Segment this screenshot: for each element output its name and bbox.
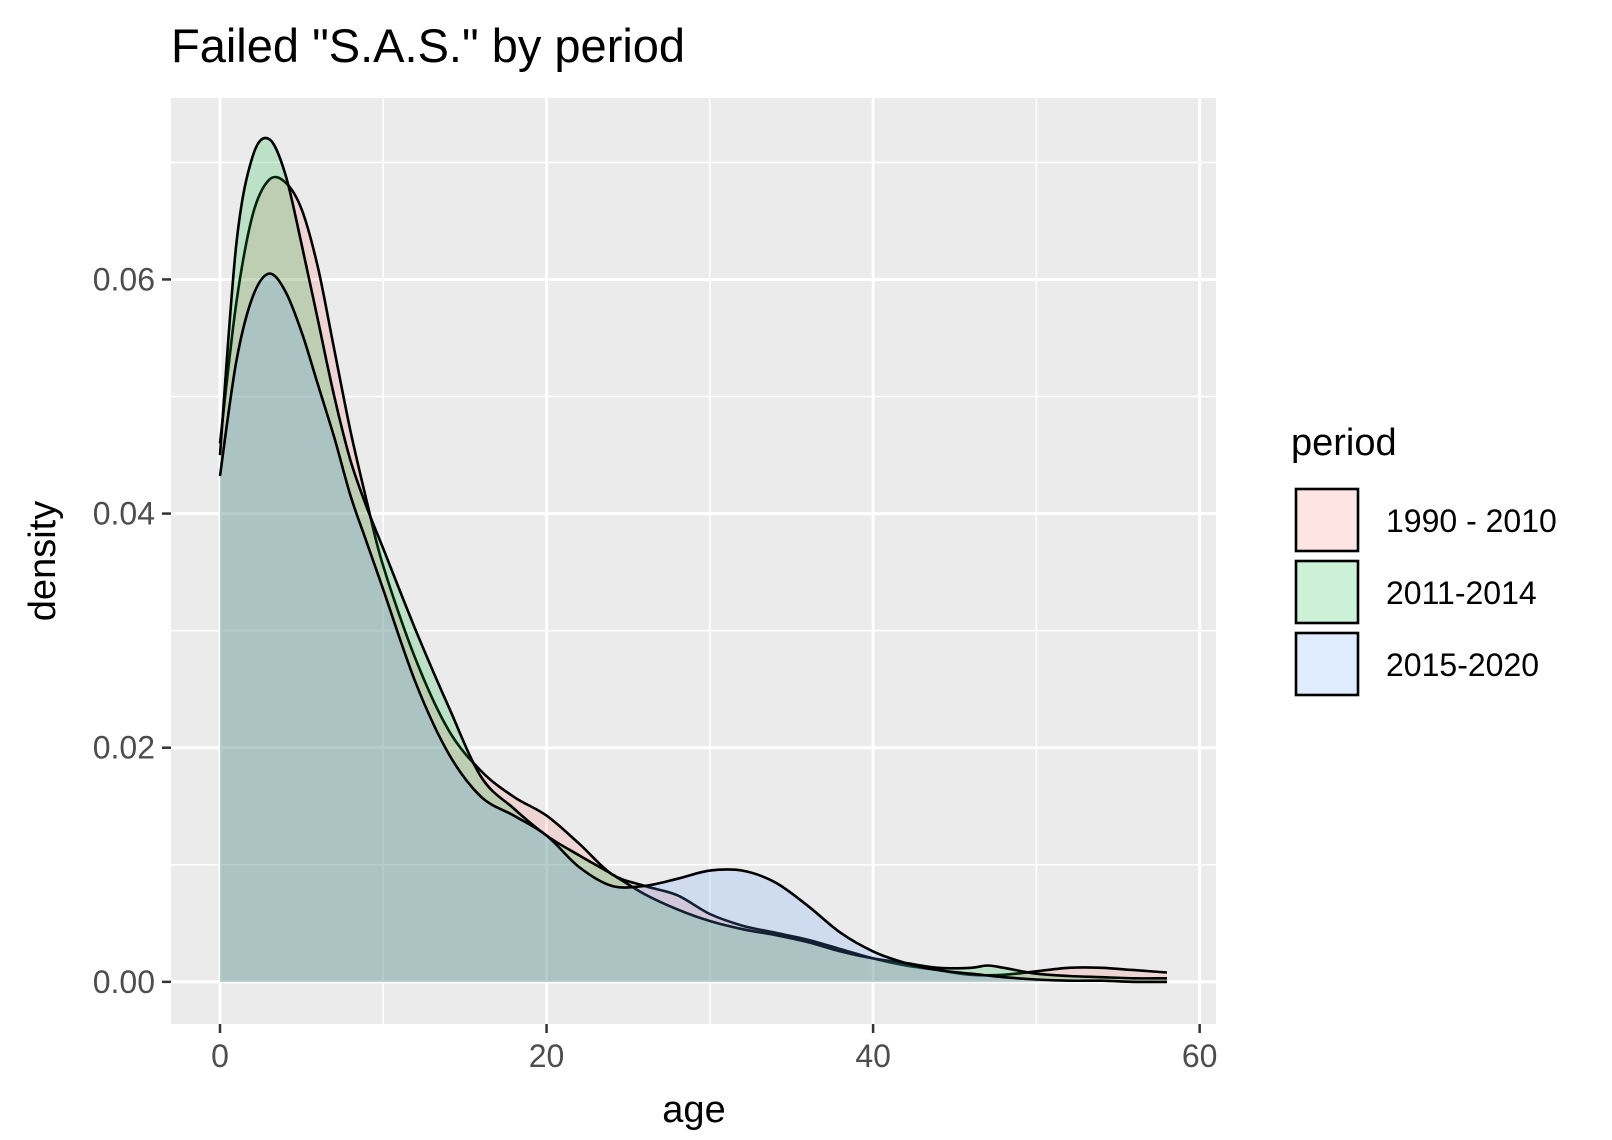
legend-label: 1990 - 2010 — [1386, 503, 1557, 539]
legend-label: 2015-2020 — [1386, 647, 1539, 683]
density-area-series-1 — [220, 176, 1167, 982]
major-gridlines — [171, 98, 1216, 1024]
plot-panel — [171, 98, 1216, 1024]
y-tick-label: 0.02 — [93, 730, 155, 766]
legend-label: 2011-2014 — [1386, 575, 1537, 611]
density-area-series-2 — [220, 137, 1167, 982]
y-axis: 0.00 0.02 0.04 0.06 — [93, 261, 171, 1000]
y-tick-label: 0.00 — [93, 964, 155, 1000]
legend-swatch — [1294, 631, 1360, 697]
legend-key-background — [1294, 631, 1360, 697]
legend-title: period — [1291, 422, 1397, 464]
density-line-series-2 — [218, 136, 1168, 980]
y-tick-label: 0.06 — [93, 261, 155, 297]
x-tick-label: 40 — [855, 1038, 891, 1074]
legend-swatch — [1294, 487, 1360, 553]
legend-swatch — [1294, 559, 1360, 625]
density-area-series-3 — [220, 273, 1167, 982]
x-tick-label: 20 — [529, 1038, 565, 1074]
density-areas — [218, 136, 1168, 984]
density-line-series-3 — [218, 272, 1168, 984]
legend-key-background — [1294, 487, 1360, 553]
legend-key-background — [1294, 559, 1360, 625]
x-tick-label: 60 — [1182, 1038, 1218, 1074]
x-axis: 0 20 40 60 — [211, 1024, 1217, 1074]
y-axis-title: density — [22, 501, 64, 621]
x-axis-title: age — [662, 1089, 725, 1131]
y-tick-label: 0.04 — [93, 496, 155, 532]
minor-gridlines — [171, 98, 1216, 1024]
x-tick-label: 0 — [211, 1038, 229, 1074]
chart-title: Failed "S.A.S." by period — [171, 19, 685, 72]
legend: period 1990 - 2010 2011-2014 2015-2020 — [1291, 422, 1557, 697]
